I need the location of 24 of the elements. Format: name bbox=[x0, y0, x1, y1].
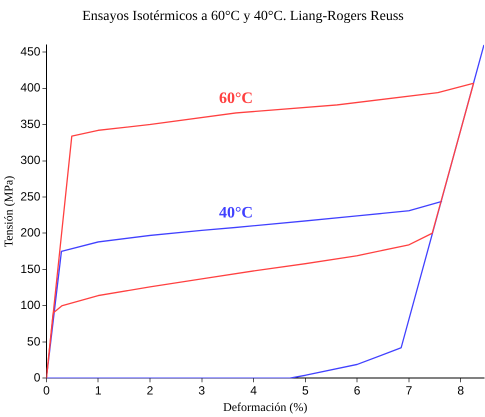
series-label: 40°C bbox=[218, 204, 253, 222]
chart-title: Ensayos Isotérmicos a 60°C y 40°C. Liang-Rogers Reuss bbox=[82, 9, 404, 24]
y-tick-label: 350 bbox=[20, 116, 41, 131]
x-tick-label: 2 bbox=[146, 384, 154, 398]
y-tick-label: 100 bbox=[20, 298, 41, 312]
y-tick-label: 0 bbox=[34, 370, 41, 385]
x-tick-label: 7 bbox=[406, 384, 413, 398]
y-tick-label: 150 bbox=[20, 262, 41, 276]
x-tick-label: 5 bbox=[302, 384, 309, 398]
y-tick-label: 50 bbox=[27, 334, 41, 348]
x-tick-label: 1 bbox=[94, 384, 102, 398]
y-tick-label: 200 bbox=[20, 226, 41, 240]
y-axis-title: Tensión (MPa) bbox=[1, 176, 16, 248]
y-tick-label: 450 bbox=[20, 44, 41, 58]
y-tick-label: 250 bbox=[20, 189, 41, 204]
y-tick-label: 300 bbox=[20, 153, 41, 168]
x-axis-title: Deformación (%) bbox=[223, 400, 308, 414]
x-tick-label: 6 bbox=[354, 384, 361, 398]
x-tick-label: 0 bbox=[43, 384, 50, 398]
series-label: 60°C bbox=[218, 90, 253, 108]
x-tick-label: 3 bbox=[198, 384, 206, 398]
x-tick-label: 4 bbox=[250, 384, 258, 398]
x-tick-label: 8 bbox=[457, 384, 464, 398]
y-tick-label: 400 bbox=[20, 80, 41, 95]
